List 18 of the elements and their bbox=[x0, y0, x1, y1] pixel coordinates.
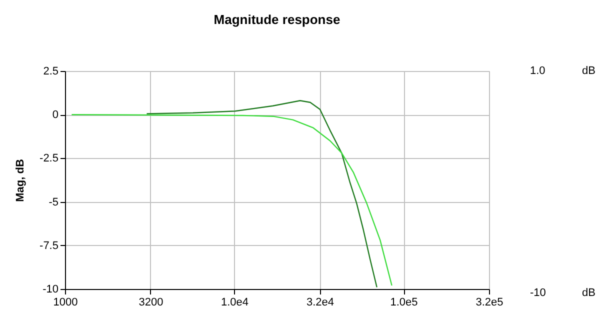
x-tick-label: 3.2e5 bbox=[476, 296, 504, 308]
x-tick-label: 3200 bbox=[138, 296, 164, 308]
chart-title: Magnitude response bbox=[214, 12, 340, 27]
y-tick-label: -10 bbox=[42, 284, 58, 296]
text: 1.0 bbox=[530, 65, 546, 77]
y-tick-label: -5 bbox=[48, 196, 58, 208]
text: dB bbox=[582, 65, 596, 77]
x-tick-label: 1.0e5 bbox=[390, 296, 418, 308]
y-tick-label: 0 bbox=[52, 109, 58, 122]
y-axis-title: Mag, dB bbox=[14, 159, 27, 202]
x-tick-label: 1000 bbox=[53, 296, 78, 308]
y-tick-label: 2.5 bbox=[43, 66, 58, 78]
text: -10 bbox=[530, 287, 546, 299]
y-tick-label: -7.5 bbox=[40, 240, 58, 252]
x-tick-label: 1.0e4 bbox=[220, 296, 249, 308]
y-tick-label: -2.5 bbox=[40, 152, 58, 165]
x-tick-label: 3.2e4 bbox=[306, 296, 334, 308]
text: dB bbox=[582, 287, 596, 299]
